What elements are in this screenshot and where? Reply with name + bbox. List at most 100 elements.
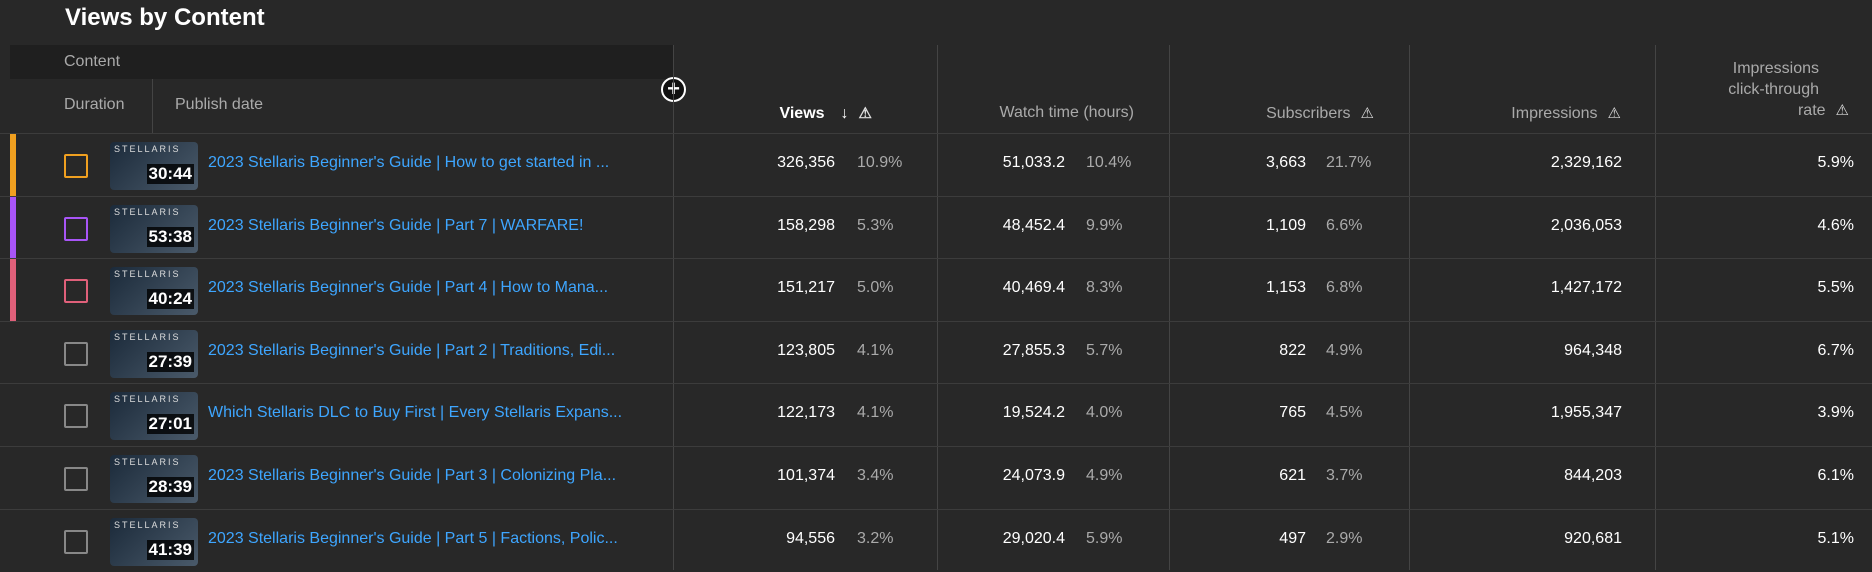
warning-icon: ⚠ <box>1360 105 1374 122</box>
watch-time-value: 27,855.3 <box>1002 341 1065 359</box>
row-checkbox[interactable] <box>64 154 88 178</box>
video-title-link[interactable]: Which Stellaris DLC to Buy First | Every… <box>208 404 623 422</box>
duration: 41:39 <box>146 539 194 560</box>
divider <box>152 79 153 133</box>
watch-time-header[interactable]: Watch time (hours) <box>999 104 1134 121</box>
subscribers-percent: 4.5% <box>1326 404 1363 422</box>
ctr-value: 5.1% <box>1817 529 1854 547</box>
views-percent: 3.4% <box>857 467 894 484</box>
views-percent: 5.0% <box>857 279 894 297</box>
views-percent: 4.1% <box>857 341 894 359</box>
row-checkbox[interactable] <box>64 404 88 429</box>
video-thumbnail[interactable]: STELLARIS 40:24 <box>110 267 198 316</box>
ctr-value: 3.9% <box>1817 404 1854 422</box>
impressions-header[interactable]: Impressions ⚠ <box>1511 105 1621 122</box>
impressions-value: 1,955,347 <box>1550 404 1622 422</box>
subscribers-percent: 2.9% <box>1326 529 1363 547</box>
divider <box>1169 45 1170 570</box>
table-row[interactable]: STELLARIS 40:24 2023 Stellaris Beginner's… <box>0 258 1872 322</box>
divider <box>937 45 938 570</box>
watch-time-percent: 9.9% <box>1086 216 1123 234</box>
subscribers-value: 765 <box>1279 404 1306 422</box>
table-row[interactable]: STELLARIS 30:44 2023 Stellaris Beginner's… <box>0 133 1872 196</box>
duration: 30:44 <box>146 164 194 184</box>
video-title-link[interactable]: 2023 Stellaris Beginner's Guide | Part 7… <box>208 216 584 234</box>
video-thumbnail[interactable]: STELLARIS 27:39 <box>110 329 198 378</box>
video-title-link[interactable]: 2023 Stellaris Beginner's Guide | Part 2… <box>208 341 616 359</box>
publish-date-header[interactable]: Publish date <box>175 96 264 113</box>
video-thumbnail[interactable]: STELLARIS 53:38 <box>110 204 198 253</box>
content-header: Content <box>10 45 673 79</box>
views-percent: 10.9% <box>857 154 903 171</box>
ctr-value: 4.6% <box>1817 216 1854 234</box>
video-title-link[interactable]: 2023 Stellaris Beginner's Guide | Part 5… <box>208 529 618 547</box>
table-row[interactable]: STELLARIS 27:01 Which Stellaris DLC to Bu… <box>0 383 1872 446</box>
watch-time-percent: 8.3% <box>1086 279 1123 297</box>
row-checkbox[interactable] <box>64 279 88 304</box>
subscribers-percent: 6.6% <box>1326 216 1363 234</box>
video-thumbnail[interactable]: STELLARIS 27:01 <box>110 392 198 441</box>
watch-time-value: 29,020.4 <box>1002 529 1065 547</box>
ctr-value: 5.9% <box>1817 154 1854 171</box>
warning-icon: ⚠ <box>1835 102 1849 119</box>
divider <box>1655 45 1656 570</box>
subscribers-header[interactable]: Subscribers ⚠ <box>1266 105 1374 122</box>
video-thumbnail[interactable]: STELLARIS 41:39 <box>110 517 198 566</box>
impressions-value: 964,348 <box>1564 341 1622 359</box>
views-value: 158,298 <box>777 216 835 234</box>
row-checkbox[interactable] <box>64 467 88 491</box>
impressions-value: 844,203 <box>1564 467 1622 484</box>
warning-icon: ⚠ <box>1607 105 1621 122</box>
divider <box>1409 45 1410 570</box>
table-row[interactable]: STELLARIS 41:39 2023 Stellaris Beginner's… <box>0 508 1872 572</box>
duration: 40:24 <box>146 289 194 310</box>
subscribers-percent: 4.9% <box>1326 341 1363 359</box>
subscribers-value: 1,109 <box>1265 216 1306 234</box>
video-title-link[interactable]: 2023 Stellaris Beginner's Guide | Part 4… <box>208 279 609 297</box>
views-header[interactable]: Views ↓ ⚠ <box>779 105 872 122</box>
subscribers-value: 497 <box>1279 529 1306 547</box>
ctr-value: 6.1% <box>1817 467 1854 484</box>
series-color-bar <box>10 196 16 259</box>
table-row[interactable]: STELLARIS 27:39 2023 Stellaris Beginner's… <box>0 320 1872 384</box>
watch-time-value: 51,033.2 <box>1002 154 1065 171</box>
row-checkbox[interactable] <box>64 341 88 366</box>
video-title-link[interactable]: 2023 Stellaris Beginner's Guide | How to… <box>208 154 610 171</box>
table-row[interactable]: STELLARIS 53:38 2023 Stellaris Beginner's… <box>0 195 1872 259</box>
subscribers-value: 3,663 <box>1265 154 1306 171</box>
views-value: 122,173 <box>777 404 835 422</box>
watch-time-value: 48,452.4 <box>1002 216 1065 234</box>
impressions-value: 1,427,172 <box>1550 279 1622 297</box>
views-value: 151,217 <box>777 279 835 297</box>
video-thumbnail[interactable]: STELLARIS 30:44 <box>110 142 198 190</box>
watch-time-percent: 5.7% <box>1086 341 1123 359</box>
ctr-value: 5.5% <box>1817 279 1854 297</box>
subscribers-value: 621 <box>1279 467 1306 484</box>
warning-icon: ⚠ <box>858 105 872 122</box>
subscribers-percent: 3.7% <box>1326 467 1363 484</box>
impressions-value: 920,681 <box>1564 529 1622 547</box>
ctr-value: 6.7% <box>1817 341 1854 359</box>
watch-time-percent: 5.9% <box>1086 529 1123 547</box>
views-value: 94,556 <box>786 529 835 547</box>
watch-time-percent: 4.9% <box>1086 467 1123 484</box>
row-checkbox[interactable] <box>64 216 88 241</box>
divider <box>673 45 674 570</box>
watch-time-value: 19,524.2 <box>1002 404 1065 422</box>
video-thumbnail[interactable]: STELLARIS 28:39 <box>110 455 198 503</box>
duration: 27:01 <box>146 414 194 435</box>
row-checkbox[interactable] <box>64 529 88 554</box>
series-color-bar <box>10 134 16 196</box>
watch-time-percent: 10.4% <box>1086 154 1132 171</box>
duration: 53:38 <box>146 226 194 247</box>
subscribers-percent: 21.7% <box>1326 154 1372 171</box>
ctr-header[interactable]: Impressions click-through rate ⚠ <box>1728 60 1849 119</box>
video-title-link[interactable]: 2023 Stellaris Beginner's Guide | Part 3… <box>208 467 617 484</box>
duration: 28:39 <box>146 477 194 497</box>
duration-header[interactable]: Duration <box>64 96 125 113</box>
views-percent: 5.3% <box>857 216 894 234</box>
subscribers-percent: 6.8% <box>1326 279 1363 297</box>
subscribers-value: 822 <box>1279 341 1306 359</box>
duration: 27:39 <box>146 351 194 372</box>
table-row[interactable]: STELLARIS 28:39 2023 Stellaris Beginner's… <box>0 446 1872 509</box>
